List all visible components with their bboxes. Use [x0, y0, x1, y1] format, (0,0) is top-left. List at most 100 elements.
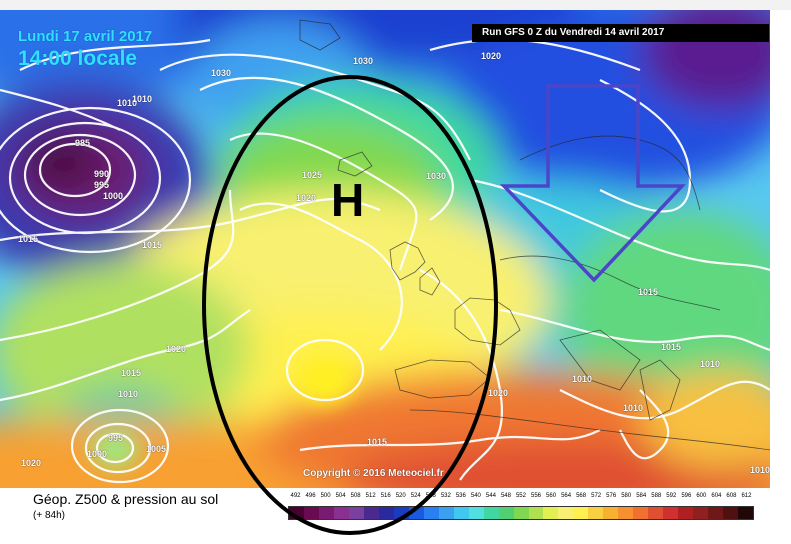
scale-swatch	[378, 507, 394, 519]
isobar-label: 1010	[117, 98, 138, 108]
color-scale-labels: 492 496 500 504 508 512 516 520 524 528 532 536 540 5…	[288, 493, 754, 505]
scale-swatch	[363, 507, 379, 519]
scale-swatch	[648, 507, 664, 519]
scale-tick-label: 504	[335, 493, 346, 499]
scale-tick-label: 604	[711, 493, 722, 499]
isobar-label: 1025	[302, 170, 323, 180]
isobar-label: 1015	[121, 368, 142, 378]
scale-tick-label: 560	[546, 493, 557, 499]
scale-swatch	[453, 507, 469, 519]
scale-swatch	[723, 507, 739, 519]
scale-swatch	[603, 507, 619, 519]
scale-tick-label: 608	[726, 493, 737, 499]
forecast-date: Lundi 17 avril 2017	[18, 28, 153, 45]
isobar-label: 995	[94, 180, 110, 190]
scale-swatch	[318, 507, 334, 519]
scale-tick-label: 492	[290, 493, 301, 499]
isobar-label: 1030	[426, 171, 447, 181]
copyright-text: Copyright © 2016 Meteociel.fr	[303, 468, 444, 479]
scale-swatch	[438, 507, 454, 519]
scale-tick-label: 552	[515, 493, 526, 499]
scale-tick-label: 516	[380, 493, 391, 499]
scale-tick-label: 528	[425, 493, 436, 499]
scale-swatch	[483, 507, 499, 519]
isobar-label: 1020	[488, 388, 509, 398]
scale-tick-label: 584	[636, 493, 647, 499]
scale-swatch	[558, 507, 574, 519]
legend-subtitle: (+ 84h)	[33, 510, 65, 521]
isobar-label: 1015	[638, 287, 659, 297]
isobar-label: 1020	[481, 51, 502, 61]
scale-tick-label: 580	[621, 493, 632, 499]
scale-swatch	[513, 507, 529, 519]
scale-tick-label: 556	[531, 493, 542, 499]
scale-tick-label: 592	[666, 493, 677, 499]
isobar-label: 1020	[21, 458, 42, 468]
scale-swatch	[289, 507, 304, 519]
isobar-label: 1005	[146, 444, 167, 454]
isobar-label: 1020	[296, 193, 317, 203]
scale-tick-label: 612	[741, 493, 752, 499]
isobar-label: 1000	[87, 449, 108, 459]
isobar-label: 1015	[142, 240, 163, 250]
scale-tick-label: 576	[606, 493, 617, 499]
map-field	[0, 10, 770, 488]
forecast-time: 14:00 locale	[18, 47, 138, 70]
isobar-label: 1015	[367, 437, 388, 447]
isobar-label: 1010	[572, 374, 593, 384]
isobar-label: 1010	[118, 389, 139, 399]
high-pressure-label: H	[331, 174, 365, 226]
scale-tick-label: 520	[395, 493, 406, 499]
scale-swatch	[498, 507, 514, 519]
scale-swatch	[333, 507, 349, 519]
scale-tick-label: 508	[350, 493, 361, 499]
scale-swatch	[738, 507, 754, 519]
scale-tick-label: 540	[470, 493, 481, 499]
scale-swatch	[618, 507, 634, 519]
scale-swatch	[693, 507, 709, 519]
scale-swatch	[588, 507, 604, 519]
scale-tick-label: 512	[365, 493, 376, 499]
isobar-label: 1030	[353, 56, 374, 66]
scale-tick-label: 532	[440, 493, 451, 499]
scale-tick-label: 548	[500, 493, 511, 499]
isobar-label: 1010	[623, 403, 644, 413]
weather-map: 1030 1030 1020 1010 1010 985 990 995 100…	[0, 10, 770, 488]
color-scale-bar	[288, 506, 754, 520]
isobar-label: 1010	[700, 359, 721, 369]
scale-swatch	[633, 507, 649, 519]
right-strip	[770, 10, 791, 544]
scale-tick-label: 536	[455, 493, 466, 499]
scale-swatch	[393, 507, 409, 519]
scale-swatch	[408, 507, 424, 519]
scale-tick-label: 564	[561, 493, 572, 499]
scale-swatch	[663, 507, 679, 519]
isobar-label: 1030	[211, 68, 232, 78]
scale-tick-label: 600	[696, 493, 707, 499]
scale-swatch	[423, 507, 439, 519]
isobar-label: 1000	[103, 191, 124, 201]
scale-swatch	[528, 507, 544, 519]
scale-tick-label: 544	[485, 493, 496, 499]
scale-swatch	[543, 507, 559, 519]
isobar-label: 1015	[661, 342, 682, 352]
isobar-label: 995	[108, 433, 124, 443]
scale-swatch	[468, 507, 484, 519]
legend-title: Géop. Z500 & pression au sol	[33, 491, 219, 507]
scale-swatch	[348, 507, 364, 519]
isobar-label: 990	[94, 169, 110, 179]
scale-swatch	[303, 507, 319, 519]
scale-tick-label: 596	[681, 493, 692, 499]
scale-swatch	[678, 507, 694, 519]
isobar-label: 1010	[132, 94, 153, 104]
scale-swatch	[708, 507, 724, 519]
isobar-label: 985	[75, 138, 91, 148]
scale-tick-label: 568	[576, 493, 587, 499]
isobar-label: 1010	[750, 465, 770, 475]
scale-tick-label: 588	[651, 493, 662, 499]
scale-tick-label: 572	[591, 493, 602, 499]
isobar-label: 1015	[18, 234, 39, 244]
model-run-label: Run GFS 0 Z du Vendredi 14 avril 2017	[472, 24, 769, 42]
scale-tick-label: 524	[410, 493, 421, 499]
scale-tick-label: 500	[320, 493, 331, 499]
